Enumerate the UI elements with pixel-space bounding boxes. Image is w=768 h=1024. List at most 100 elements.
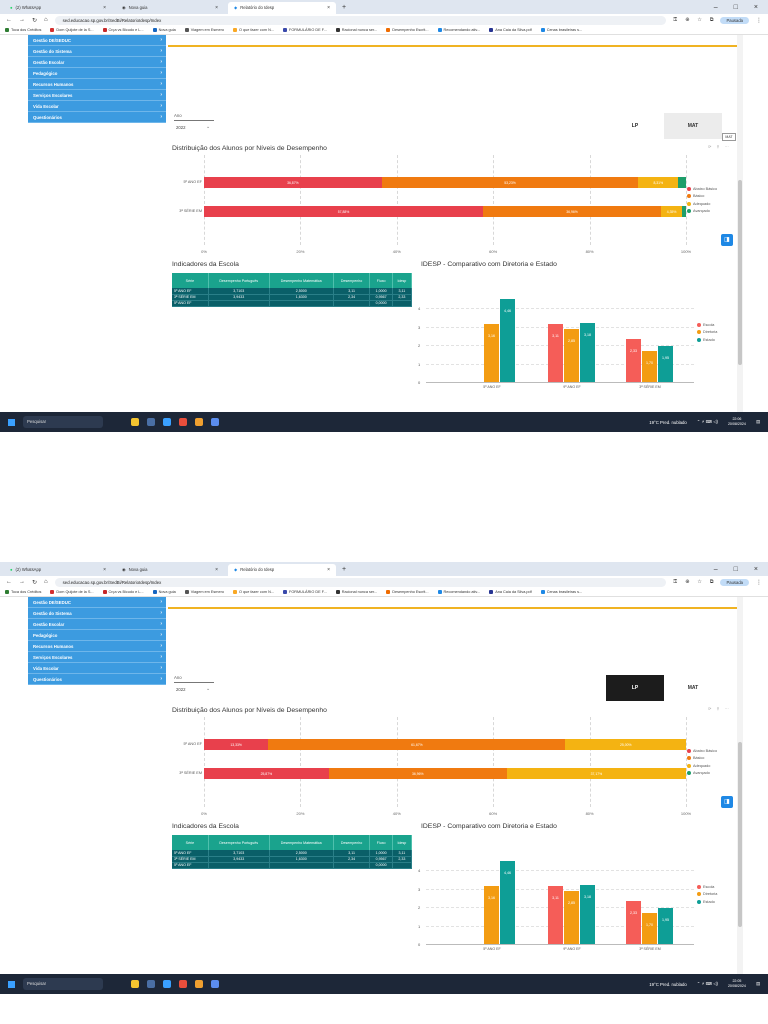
idesp-bar[interactable] (658, 907, 673, 944)
idesp-bar[interactable] (564, 891, 579, 944)
extensions-icon[interactable]: ⧉ (709, 17, 714, 23)
url-input[interactable]: sed.educacao.sp.gov.br/SedBi/RelatorioId… (54, 15, 667, 25)
maximize-icon[interactable]: □ (733, 566, 738, 573)
toggle-mat-button[interactable]: MAT (664, 113, 722, 139)
sidebar-item[interactable]: Serviços Escolares (28, 90, 166, 101)
legend-item[interactable]: Adequado (687, 762, 717, 770)
sidebar-item[interactable]: Vida Escolar (28, 101, 166, 112)
sidebar-item[interactable]: Pedagógico (28, 68, 166, 79)
profile-button[interactable]: Pausada (720, 578, 749, 586)
star-icon[interactable]: ☆ (697, 579, 702, 585)
idesp-bar[interactable] (626, 338, 641, 382)
sidebar-item[interactable]: Recursos Humanos (28, 79, 166, 90)
store-icon[interactable] (211, 980, 219, 988)
toggle-lp-button[interactable]: LP (606, 675, 664, 701)
bar-segment[interactable]: 4,35% (661, 206, 683, 217)
forward-icon[interactable]: → (19, 17, 25, 23)
zoom-icon[interactable]: ⊕ (685, 17, 690, 23)
close-tab-icon[interactable]: × (215, 567, 218, 573)
bar-segment[interactable]: 36,96% (482, 206, 662, 217)
close-tab-icon[interactable]: × (103, 567, 106, 573)
idesp-bar[interactable] (658, 345, 673, 382)
new-tab-button[interactable]: + (342, 4, 347, 11)
close-tab-icon[interactable]: × (327, 567, 330, 573)
tab-whatsapp[interactable]: ● (2) WhatsApp × (4, 2, 112, 14)
home-icon[interactable]: ⌂ (44, 579, 48, 585)
legend-item[interactable]: Escola (697, 321, 717, 329)
chart-toolbar-icons[interactable]: ⟳ ⚲ ⋯ (708, 706, 731, 711)
url-input[interactable]: sed.educacao.sp.gov.br/SedBi/RelatorioId… (54, 577, 667, 587)
sidebar-item[interactable]: Gestão DE/SEDUC (28, 35, 166, 46)
idesp-bar[interactable] (642, 350, 657, 382)
legend-item[interactable]: Escola (697, 883, 717, 891)
year-select[interactable]: 2022 (176, 687, 186, 692)
close-tab-icon[interactable]: × (215, 5, 218, 11)
weather-widget[interactable]: 19°C Pred. nublado (649, 981, 687, 987)
legend-item[interactable]: Estado (697, 336, 717, 344)
page-scrollbar[interactable] (737, 597, 743, 974)
edge-icon[interactable] (163, 418, 171, 426)
chrome-icon[interactable] (179, 418, 187, 426)
bar-segment[interactable] (682, 206, 686, 217)
scrollbar-thumb[interactable] (738, 180, 742, 365)
tab-whatsapp[interactable]: ● (2) WhatsApp × (4, 564, 112, 576)
taskbar-search[interactable]: Pesquisar (23, 978, 103, 990)
bookmark-item[interactable]: Desempenho Escrit... (386, 28, 429, 32)
tab-nova-guia[interactable]: ◉ Nova guia × (116, 2, 224, 14)
legend-item[interactable]: Básico (687, 193, 717, 201)
tab-relatorio-idesp[interactable]: ◆ Relatório do Idesp × (228, 564, 336, 576)
bookmark-item[interactable]: Ana Caia da Silva.pdf (489, 28, 532, 32)
page-scrollbar[interactable] (737, 35, 743, 412)
minimize-icon[interactable]: – (713, 4, 718, 11)
legend-item[interactable]: Avançado (687, 770, 717, 778)
idesp-bar[interactable] (642, 912, 657, 944)
idesp-bar[interactable] (564, 329, 579, 382)
password-icon[interactable]: ⚿ (673, 579, 678, 585)
sidebar-item[interactable]: Gestão do Sistema (28, 46, 166, 57)
bar-segment[interactable]: 13,33% (204, 739, 269, 750)
legend-item[interactable]: Básico (687, 755, 717, 763)
weather-widget[interactable]: 19°C Pred. nublado (649, 419, 687, 425)
bookmark-item[interactable]: Dom Quijote de la S... (50, 590, 94, 594)
taskbar-search[interactable]: Pesquisar (23, 416, 103, 428)
close-window-icon[interactable]: × (753, 4, 758, 11)
back-icon[interactable]: ← (6, 17, 12, 23)
home-icon[interactable]: ⌂ (44, 17, 48, 23)
translate-fab-button[interactable]: ◨ (721, 234, 733, 246)
bar-segment[interactable]: 25,00% (565, 739, 686, 750)
chart-toolbar-icons[interactable]: ⟳ ⚲ ⋯ (708, 144, 731, 149)
sidebar-item[interactable]: Gestão Escolar (28, 57, 166, 68)
bookmark-item[interactable]: Toca dos Créditos (5, 590, 41, 594)
translate-fab-button[interactable]: ◨ (721, 796, 733, 808)
zoom-icon[interactable]: ⊕ (685, 579, 690, 585)
sidebar-item[interactable]: Recursos Humanos (28, 641, 166, 652)
bookmark-item[interactable]: Ana Caia da Silva.pdf (489, 590, 532, 594)
bookmark-item[interactable]: Viagem em Esmero (184, 590, 224, 594)
file-explorer-icon[interactable] (147, 980, 155, 988)
maximize-icon[interactable]: □ (733, 4, 738, 11)
bookmark-item[interactable]: Viagem em Esmero (184, 28, 224, 32)
bar-segment[interactable]: 8,31% (638, 177, 679, 188)
legend-item[interactable]: Estado (697, 898, 717, 906)
edge-icon[interactable] (163, 980, 171, 988)
bookmark-item[interactable]: FORMULÁRIO DE F... (283, 28, 327, 32)
sidebar-item[interactable]: Gestão Escolar (28, 619, 166, 630)
bookmark-item[interactable]: Recomendando ativ... (437, 28, 480, 32)
scrollbar-thumb[interactable] (738, 742, 742, 927)
password-icon[interactable]: ⚿ (673, 17, 678, 23)
tab-nova-guia[interactable]: ◉ Nova guia × (116, 564, 224, 576)
bar-segment[interactable]: 53,23% (381, 177, 639, 188)
windows-start-icon[interactable] (8, 418, 15, 426)
sidebar-item[interactable]: Gestão DE/SEDUC (28, 597, 166, 608)
bookmark-item[interactable]: Cenas brasileiras s... (540, 590, 582, 594)
emoji-app-icon[interactable] (131, 980, 139, 988)
notification-icon[interactable]: ▤ (755, 419, 760, 424)
legend-item[interactable]: Diretoria (697, 891, 717, 899)
toggle-lp-button[interactable]: LP (606, 113, 664, 139)
sidebar-item[interactable]: Questionários (28, 112, 166, 123)
bar-segment[interactable]: 25,87% (204, 768, 329, 779)
bookmark-item[interactable]: O que fazer com N... (232, 28, 274, 32)
bar-segment[interactable]: 57,88% (204, 206, 483, 217)
idesp-bar[interactable] (484, 323, 499, 382)
close-tab-icon[interactable]: × (103, 5, 106, 11)
